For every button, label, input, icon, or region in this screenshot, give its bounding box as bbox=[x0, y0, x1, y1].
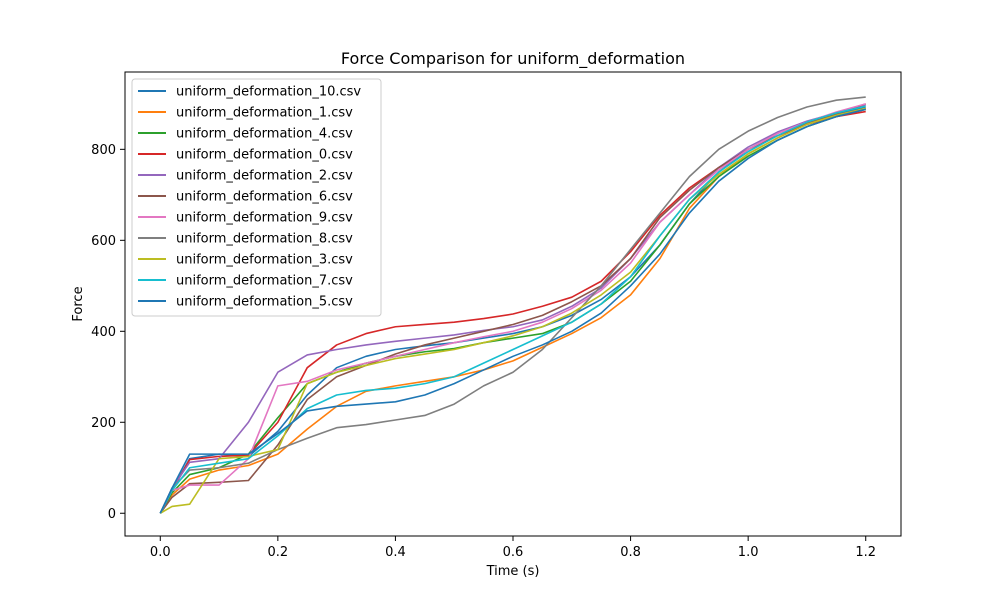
legend-entry-0: uniform_deformation_10.csv bbox=[176, 85, 361, 100]
series-group bbox=[159, 96, 866, 514]
legend-entry-4: uniform_deformation_2.csv bbox=[176, 169, 353, 184]
y-axis: 0 200 400 600 800 bbox=[91, 143, 125, 522]
x-tick-label: 0.2 bbox=[268, 545, 289, 560]
legend-entry-3: uniform_deformation_0.csv bbox=[176, 148, 353, 163]
legend-entry-1: uniform_deformation_1.csv bbox=[176, 106, 353, 121]
legend-entry-8: uniform_deformation_3.csv bbox=[176, 253, 353, 268]
x-tick-label: 1.2 bbox=[855, 545, 876, 560]
y-tick-label: 400 bbox=[91, 325, 116, 340]
chart-title: Force Comparison for uniform_deformation bbox=[341, 49, 685, 69]
legend-entry-2: uniform_deformation_4.csv bbox=[176, 127, 353, 142]
y-tick-label: 600 bbox=[91, 234, 116, 249]
legend-entry-5: uniform_deformation_6.csv bbox=[176, 190, 353, 205]
x-tick-label: 0.4 bbox=[385, 545, 406, 560]
series-line-7 bbox=[159, 96, 866, 514]
y-tick-label: 800 bbox=[91, 143, 116, 158]
x-tick-label: 0.8 bbox=[620, 545, 641, 560]
legend: uniform_deformation_10.csv uniform_deform… bbox=[131, 78, 382, 317]
legend-entry-9: uniform_deformation_7.csv bbox=[176, 274, 353, 289]
series-line-9 bbox=[159, 105, 866, 514]
legend-entry-6: uniform_deformation_9.csv bbox=[176, 211, 353, 226]
y-tick-label: 200 bbox=[91, 416, 116, 431]
x-axis-label: Time (s) bbox=[486, 564, 540, 579]
x-axis: 0.0 0.2 0.4 0.6 0.8 1.0 1.2 bbox=[150, 536, 876, 560]
legend-entry-10: uniform_deformation_5.csv bbox=[176, 295, 353, 310]
x-tick-label: 0.6 bbox=[503, 545, 524, 560]
y-tick-label: 0 bbox=[108, 507, 116, 522]
series-line-10 bbox=[159, 108, 866, 514]
x-tick-label: 1.0 bbox=[738, 545, 759, 560]
x-tick-label: 0.0 bbox=[150, 545, 171, 560]
series-line-6 bbox=[159, 103, 866, 514]
legend-frame bbox=[131, 78, 382, 317]
legend-entry-7: uniform_deformation_8.csv bbox=[176, 232, 353, 247]
y-axis-label: Force bbox=[71, 286, 86, 321]
